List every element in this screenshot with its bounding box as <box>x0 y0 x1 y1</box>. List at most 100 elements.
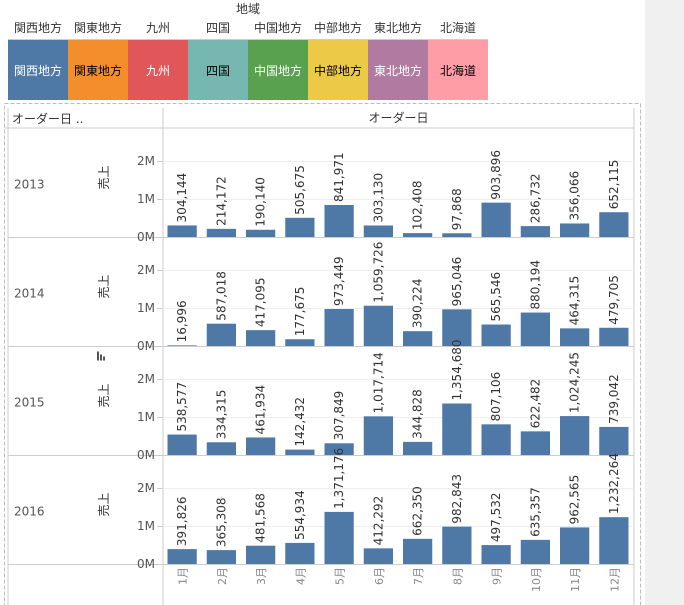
bar-chart: オーダー日 .. オーダー日 0M 1M 2M 2013 売上 304,144 214,172 1… <box>4 103 641 605</box>
bar <box>363 416 393 455</box>
x-tick-label: 5月 <box>334 567 347 585</box>
y-tick-label: 2M <box>137 263 155 277</box>
legend-swatch[interactable]: 東北地方 <box>368 40 428 100</box>
y-axis-title: 売上 <box>96 492 111 516</box>
data-label: 190,140 <box>254 177 268 227</box>
data-label: 565,546 <box>489 272 503 322</box>
bar <box>560 527 590 564</box>
bar <box>167 345 197 346</box>
data-label: 464,315 <box>568 276 582 326</box>
bar <box>285 339 315 346</box>
bar <box>324 309 354 346</box>
row-header: オーダー日 .. <box>12 111 83 126</box>
sort-descending-icon <box>97 351 105 361</box>
data-label: 1,354,680 <box>450 339 464 400</box>
data-label: 505,675 <box>293 165 307 215</box>
y-tick-label: 2M <box>137 481 155 495</box>
legend-swatch[interactable]: 中部地方 <box>308 40 368 100</box>
data-label: 177,675 <box>293 287 307 337</box>
legend-label[interactable]: 中部地方 <box>313 21 362 35</box>
data-label: 1,059,726 <box>371 242 385 303</box>
bar <box>403 233 433 237</box>
y-axis-title: 売上 <box>96 383 111 407</box>
bar <box>520 312 550 346</box>
legend-title: 地域 <box>235 2 260 16</box>
legend-label[interactable]: 四国 <box>205 21 230 35</box>
bar <box>481 545 511 564</box>
bar <box>324 511 354 564</box>
y-tick-label: 0M <box>137 448 155 462</box>
data-label: 390,224 <box>411 279 425 329</box>
data-label: 365,308 <box>214 497 228 547</box>
data-label: 841,971 <box>332 152 346 202</box>
bar <box>324 443 354 455</box>
data-label: 307,849 <box>332 391 346 441</box>
bar <box>206 550 236 564</box>
legend-label[interactable]: 北海道 <box>439 21 476 35</box>
legend-label[interactable]: 東北地方 <box>373 21 422 35</box>
x-tick-label: 9月 <box>491 567 504 585</box>
bar <box>324 205 354 237</box>
bar <box>285 217 315 237</box>
legend-swatch[interactable]: 四国 <box>188 40 248 100</box>
data-label: 344,828 <box>411 389 425 439</box>
column-header: オーダー日 <box>368 110 428 125</box>
x-tick-label: 6月 <box>373 567 386 585</box>
data-label: 304,144 <box>175 173 189 223</box>
data-label: 652,115 <box>607 160 621 210</box>
bar <box>481 324 511 346</box>
bar <box>442 403 472 455</box>
data-label: 497,532 <box>489 492 503 542</box>
bar <box>246 229 276 237</box>
data-label: 214,172 <box>214 176 228 226</box>
bar <box>520 226 550 237</box>
data-label: 303,130 <box>371 173 385 223</box>
year-label: 2013 <box>14 178 45 192</box>
data-label: 1,017,714 <box>371 352 385 413</box>
bar <box>560 416 590 455</box>
data-label: 97,868 <box>450 188 464 230</box>
y-tick-label: 0M <box>137 339 155 353</box>
legend-label[interactable]: 中国地方 <box>253 21 302 35</box>
right-panel <box>645 0 684 605</box>
x-tick-label: 11月 <box>569 567 582 592</box>
bar <box>560 328 590 346</box>
bar <box>560 223 590 237</box>
legend-swatch[interactable]: 北海道 <box>428 40 488 100</box>
legend-swatch[interactable]: 関西地方 <box>8 40 68 100</box>
bar <box>363 548 393 564</box>
y-tick-label: 1M <box>137 192 155 206</box>
legend-label[interactable]: 関西地方 <box>13 21 62 35</box>
y-axis-title: 売上 <box>96 165 111 189</box>
bar <box>246 437 276 455</box>
legend-swatch[interactable]: 中国地方 <box>248 40 308 100</box>
y-tick-label: 0M <box>137 557 155 571</box>
data-label: 1,024,245 <box>568 352 582 413</box>
bar <box>167 549 197 564</box>
y-tick-label: 1M <box>137 519 155 533</box>
data-label: 102,408 <box>411 180 425 230</box>
legend-label[interactable]: 関東地方 <box>73 21 122 35</box>
data-label: 412,292 <box>371 496 385 546</box>
bar <box>520 539 550 564</box>
legend-swatch[interactable]: 九州 <box>128 40 188 100</box>
bar <box>599 517 629 564</box>
bar <box>206 228 236 237</box>
data-label: 662,350 <box>411 486 425 536</box>
bar <box>442 526 472 564</box>
bar <box>403 331 433 346</box>
data-label: 538,577 <box>175 382 189 432</box>
bar <box>167 225 197 237</box>
data-label: 479,705 <box>607 275 621 325</box>
data-label: 962,565 <box>568 475 582 525</box>
year-label: 2014 <box>14 287 45 301</box>
data-label: 286,732 <box>528 173 542 223</box>
bar <box>403 441 433 455</box>
legend-label[interactable]: 九州 <box>145 21 170 35</box>
data-label: 16,996 <box>175 300 189 342</box>
data-label: 739,042 <box>607 374 621 424</box>
y-tick-label: 0M <box>137 230 155 244</box>
legend-swatch[interactable]: 関東地方 <box>68 40 128 100</box>
data-label: 334,315 <box>214 390 228 440</box>
bar <box>599 212 629 237</box>
